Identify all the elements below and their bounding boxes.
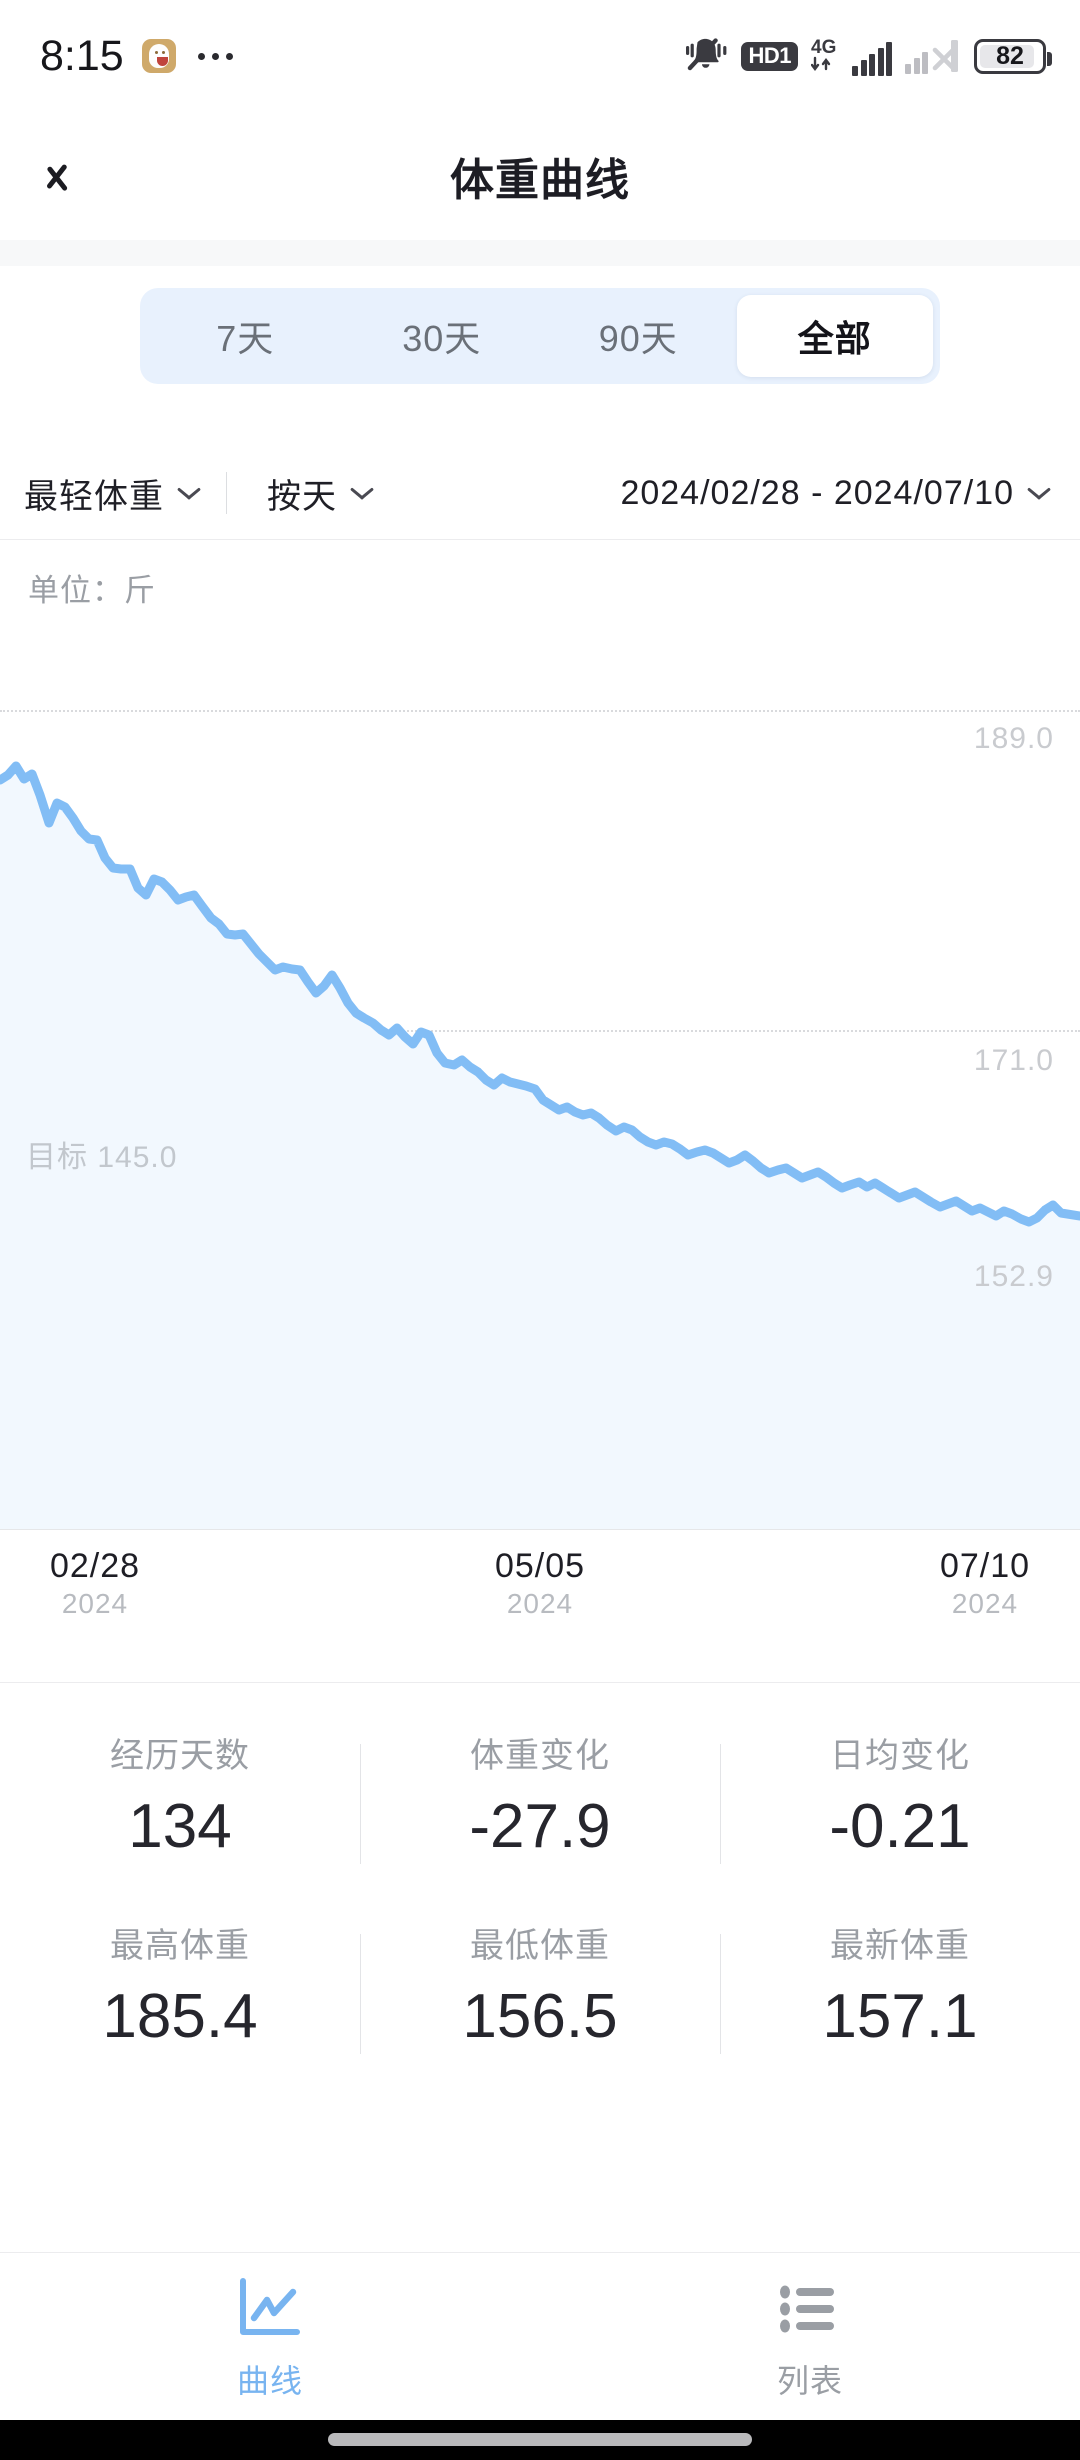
stat-daily-avg-change: 日均变化 -0.21 [720, 1700, 1080, 1890]
status-bar-left: 8:15 [40, 32, 233, 81]
y-axis-label-189: 189.0 [973, 722, 1054, 755]
chart-section-divider [0, 1682, 1080, 1683]
page-title: 体重曲线 [450, 156, 630, 205]
tab-30-days[interactable]: 30天 [402, 318, 482, 359]
metric-dropdown-label: 最轻体重 [24, 477, 164, 516]
x-axis-labels: 02/28 2024 05/05 2024 07/10 2024 [0, 1548, 1080, 1658]
hd1-badge-icon: HD1 [741, 41, 798, 71]
home-gesture-bar[interactable] [328, 2433, 752, 2446]
tab-all[interactable]: 全部 [736, 295, 933, 377]
weight-area-fill [0, 766, 1080, 1530]
y-axis-label-171: 171.0 [973, 1044, 1054, 1077]
title-bar: 体重曲线 [0, 112, 1080, 240]
chevron-down-icon [351, 487, 373, 500]
nav-item-curve-label: 曲线 [236, 2362, 303, 2399]
nav-item-list-label: 列表 [776, 2362, 843, 2399]
svg-text:4G: 4G [811, 37, 836, 58]
y-axis-label-152: 152.9 [973, 1260, 1054, 1293]
x-tick-start: 02/28 2024 [49, 1547, 141, 1619]
date-range-label: 2024/02/28 - 2024/07/10 [620, 473, 1014, 512]
range-tabs: 7天 30天 90天 全部 [140, 288, 940, 384]
gridline-171 [0, 1030, 1080, 1032]
filter-row-bottom-divider [0, 539, 1080, 540]
battery-level-label: 82 [996, 41, 1024, 70]
bottom-nav: 曲线 列表 [0, 2253, 1080, 2420]
unit-label: 单位：斤 [28, 573, 156, 608]
chevron-down-icon [1028, 487, 1050, 500]
4g-signal-icon: 4G [811, 36, 892, 76]
battery-icon: 82 [974, 38, 1052, 74]
signal-no-sim-icon [905, 38, 961, 74]
target-line-label: 目标 145.0 [26, 1141, 178, 1174]
stat-days-elapsed: 经历天数 134 [110, 1737, 250, 1861]
status-bar-clock: 8:15 [40, 31, 124, 80]
granularity-dropdown[interactable]: 按天 [267, 469, 373, 518]
list-icon [777, 2278, 843, 2340]
status-bar-right: HD1 4G [684, 34, 1052, 79]
gridline-189 [0, 710, 1080, 712]
header-divider-band [0, 240, 1080, 266]
system-gesture-area [0, 2420, 1080, 2460]
mute-bell-icon [684, 34, 728, 79]
chat-app-icon [141, 39, 176, 73]
stat-weight-change: 体重变化 -27.9 [360, 1700, 720, 1890]
status-bar: 8:15 HD1 [0, 0, 1080, 112]
filter-divider [226, 472, 227, 514]
chart-x-axis-line [0, 1529, 1080, 1530]
stat-latest-weight: 最新体重 157.1 [720, 1890, 1080, 2080]
stat-max-weight: 最高体重 185.4 [102, 1927, 258, 2051]
date-range-dropdown[interactable]: 2024/02/28 - 2024/07/10 [620, 474, 1050, 513]
metric-dropdown[interactable]: 最轻体重 [24, 469, 200, 518]
nav-item-list[interactable]: 列表 [540, 2253, 1080, 2420]
weight-line [0, 761, 1080, 1227]
x-tick-end: 07/10 2024 [939, 1547, 1031, 1619]
weight-chart[interactable]: 189.0 171.0 152.9 目标 145.0 [0, 700, 1080, 1530]
range-tabs-container: 7天 30天 90天 全部 [0, 266, 1080, 406]
granularity-dropdown-label: 按天 [267, 477, 337, 516]
stat-min-weight: 最低体重 156.5 [360, 1890, 720, 2080]
x-tick-middle: 05/05 2024 [494, 1547, 586, 1619]
nav-item-curve[interactable]: 曲线 [0, 2253, 540, 2420]
stats-grid: 经历天数 134 体重变化 -27.9 日均变化 -0.21 最高体重 185.… [0, 1700, 1080, 2080]
more-dots-icon [197, 52, 233, 60]
weight-area-series [0, 761, 1080, 1530]
stats-row-1: 经历天数 134 体重变化 -27.9 日均变化 -0.21 [0, 1700, 1080, 1890]
bottom-nav-divider [0, 2252, 1080, 2253]
filter-row: 最轻体重 按天 2024/02/28 - 2024/07/10 [0, 448, 1080, 538]
line-chart-icon [237, 2277, 303, 2340]
tab-7-days[interactable]: 7天 [216, 318, 275, 359]
signal-bars-icon [852, 42, 892, 76]
tab-90-days[interactable]: 90天 [598, 318, 678, 359]
chevron-down-icon [178, 487, 200, 500]
stats-row-2: 最高体重 185.4 最低体重 156.5 最新体重 157.1 [0, 1890, 1080, 2080]
